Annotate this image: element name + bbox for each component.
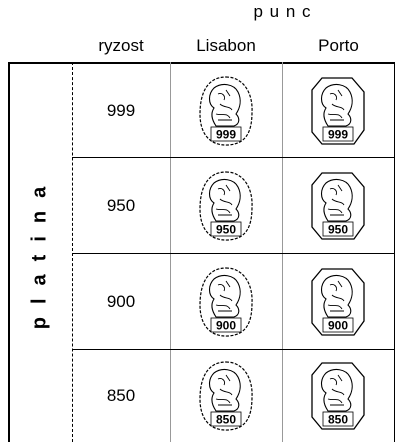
hallmark: 900	[199, 266, 253, 337]
hallmark-number: 900	[216, 318, 236, 332]
column-divider	[170, 62, 171, 442]
hallmark-number: 999	[216, 127, 236, 141]
fineness: 900	[106, 291, 136, 311]
fineness: 999	[106, 100, 136, 120]
column-header: Porto	[318, 36, 359, 55]
hallmark: 999	[311, 76, 365, 145]
table-border	[8, 62, 10, 442]
hallmark: 950	[199, 170, 253, 241]
hallmark: 950	[311, 171, 365, 240]
dashed-divider	[72, 62, 73, 442]
hallmark-number: 950	[216, 222, 236, 236]
hallmark-number: 950	[328, 222, 348, 236]
hallmark-number: 850	[328, 413, 348, 427]
row-divider	[72, 349, 395, 350]
hallmark-number: 900	[328, 318, 348, 332]
hallmark: 850	[199, 361, 253, 431]
column-divider	[282, 62, 283, 442]
side-label: platina	[28, 173, 51, 330]
table-border	[394, 62, 395, 442]
column-header: Lisabon	[196, 36, 256, 55]
group-header: p u n c	[253, 2, 312, 21]
table-border	[8, 62, 395, 64]
column-header: ryzost	[98, 36, 144, 55]
fineness: 850	[106, 386, 136, 405]
row-divider	[72, 157, 395, 158]
hallmark: 850	[311, 362, 365, 430]
row-divider	[72, 253, 395, 254]
fineness: 950	[106, 195, 136, 215]
hallmark: 900	[311, 267, 365, 336]
hallmark: 999	[199, 75, 253, 146]
hallmark-number: 999	[328, 127, 348, 141]
hallmark-number: 850	[216, 413, 236, 427]
